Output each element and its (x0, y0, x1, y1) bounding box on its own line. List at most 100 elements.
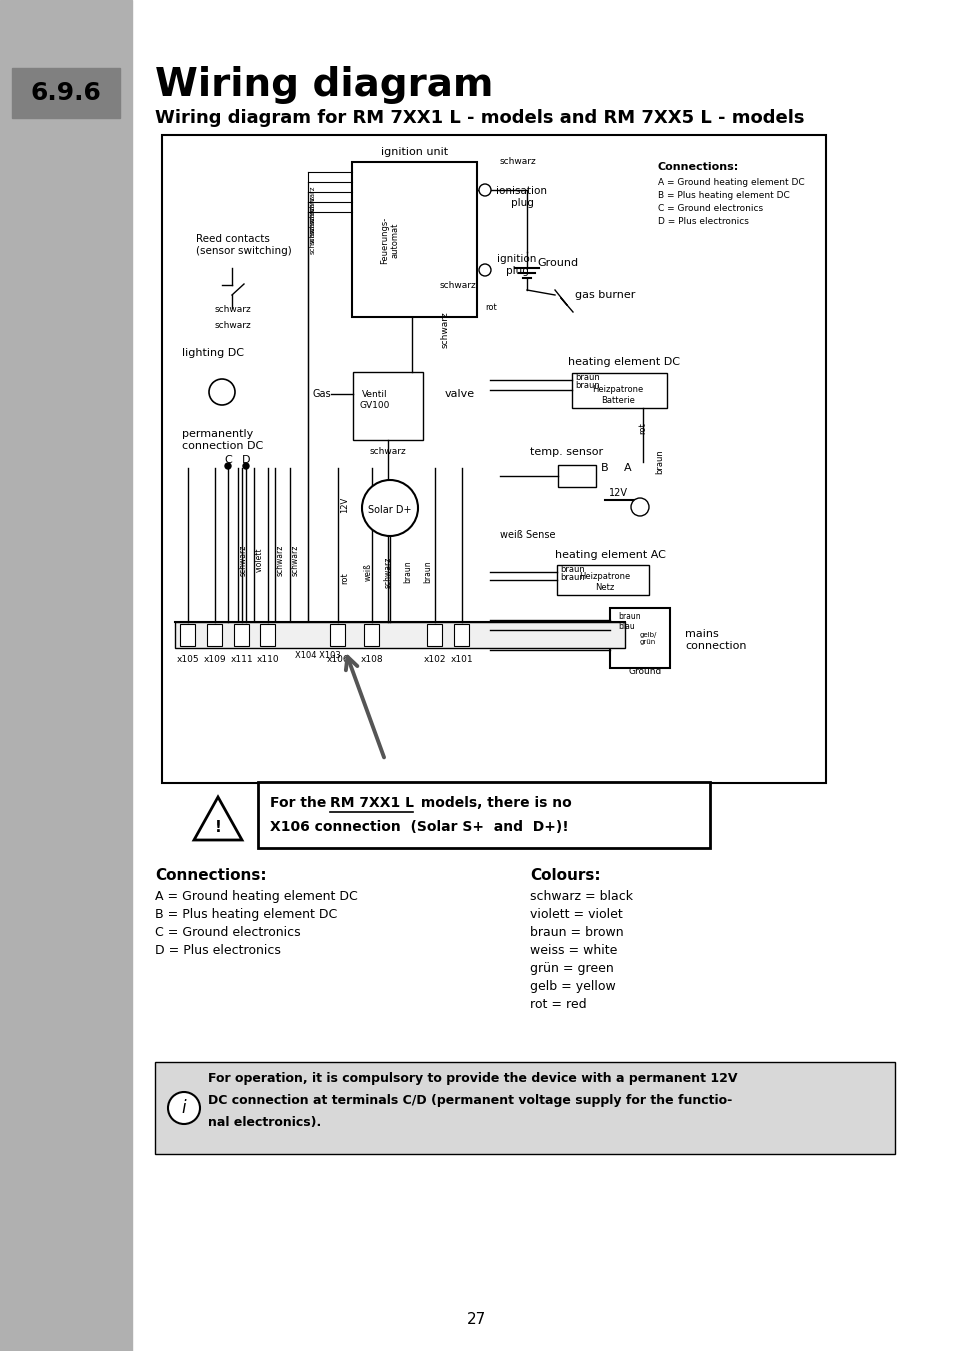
Bar (207, 624, 222, 646)
Text: schwarz: schwarz (275, 544, 285, 576)
Text: models, there is no: models, there is no (416, 796, 571, 811)
Text: C = Ground electronics: C = Ground electronics (154, 925, 300, 939)
Text: braun: braun (559, 565, 584, 574)
Text: violett: violett (254, 547, 264, 573)
Text: Reed contacts
(sensor switching): Reed contacts (sensor switching) (195, 234, 292, 255)
Circle shape (168, 1092, 200, 1124)
Circle shape (225, 463, 231, 469)
Bar (427, 624, 441, 646)
Text: schwarz: schwarz (499, 158, 537, 166)
Text: grün = green: grün = green (530, 962, 613, 975)
Text: x109: x109 (204, 655, 226, 665)
Text: D = Plus electronics: D = Plus electronics (658, 218, 748, 226)
Text: schwarz: schwarz (310, 216, 315, 245)
Circle shape (243, 463, 249, 469)
Text: braun: braun (559, 574, 584, 582)
Bar (352, 162, 476, 317)
Text: temp. sensor: temp. sensor (530, 447, 602, 457)
Bar (353, 372, 422, 440)
Text: Connections:: Connections: (154, 867, 266, 884)
Text: A = Ground heating element DC: A = Ground heating element DC (658, 178, 803, 186)
Text: 27: 27 (467, 1313, 486, 1328)
Text: x111: x111 (231, 655, 253, 665)
Bar (364, 624, 378, 646)
Text: B = Plus heating element DC: B = Plus heating element DC (658, 190, 789, 200)
Text: permanently
connection DC: permanently connection DC (182, 430, 263, 451)
Bar (162, 135, 825, 784)
Text: gas burner: gas burner (575, 290, 635, 300)
Bar (260, 624, 274, 646)
Circle shape (361, 480, 417, 536)
Text: 12V: 12V (608, 488, 627, 499)
Text: Ground: Ground (628, 667, 661, 677)
Polygon shape (193, 797, 242, 840)
Bar (174, 621, 624, 648)
Text: i: i (181, 1098, 186, 1117)
Text: x105: x105 (176, 655, 199, 665)
Bar (12, 68, 120, 118)
Bar (572, 373, 666, 408)
Text: For operation, it is compulsory to provide the device with a permanent 12V: For operation, it is compulsory to provi… (208, 1071, 737, 1085)
Text: X104 X103: X104 X103 (294, 650, 340, 659)
Text: x101: x101 (450, 655, 473, 665)
Text: Connections:: Connections: (658, 162, 739, 172)
Text: valve: valve (444, 389, 475, 399)
Text: braun: braun (655, 450, 664, 474)
Circle shape (630, 499, 648, 516)
Text: schwarz: schwarz (439, 281, 476, 289)
Bar (454, 624, 469, 646)
Text: Wiring diagram for RM 7XX1 L - models and RM 7XX5 L - models: Wiring diagram for RM 7XX1 L - models an… (154, 109, 803, 127)
Circle shape (209, 380, 234, 405)
Text: B = Plus heating element DC: B = Plus heating element DC (154, 908, 337, 921)
Text: gelb/
grün: gelb/ grün (639, 632, 656, 644)
Bar (557, 565, 648, 594)
Text: Ground: Ground (537, 258, 578, 267)
Text: rot: rot (340, 571, 349, 584)
Circle shape (478, 263, 491, 276)
Text: 12V: 12V (340, 497, 349, 513)
Text: schwarz: schwarz (310, 205, 315, 234)
Text: lighting DC: lighting DC (182, 349, 244, 358)
Text: braun: braun (618, 612, 640, 621)
Text: heating element DC: heating element DC (567, 357, 679, 367)
Text: x106: x106 (326, 655, 349, 665)
Text: D: D (241, 455, 250, 465)
Bar (154, 1062, 894, 1154)
Text: X106 connection  (Solar S+  and  D+)!: X106 connection (Solar S+ and D+)! (270, 820, 568, 834)
Text: Ventil
GV100: Ventil GV100 (359, 390, 390, 409)
Text: Colours:: Colours: (530, 867, 600, 884)
Text: Solar D+: Solar D+ (368, 505, 412, 515)
Text: A = Ground heating element DC: A = Ground heating element DC (154, 890, 357, 902)
Text: rot: rot (484, 303, 497, 312)
Text: nal electronics).: nal electronics). (208, 1116, 321, 1129)
FancyArrowPatch shape (346, 657, 384, 758)
Text: heating element AC: heating element AC (555, 550, 665, 561)
Text: schwarz: schwarz (440, 312, 449, 349)
Text: ignition unit: ignition unit (380, 147, 448, 157)
Text: C: C (224, 455, 232, 465)
Text: Feuerungs-
automat: Feuerungs- automat (380, 216, 399, 263)
Text: schwarz = black: schwarz = black (530, 890, 633, 902)
Text: schwarz: schwarz (383, 557, 392, 588)
Text: RM 7XX1 L: RM 7XX1 L (330, 796, 414, 811)
Text: Heizpatrone
Batterie: Heizpatrone Batterie (592, 385, 643, 405)
Text: schwarz: schwarz (310, 226, 315, 254)
Text: braun: braun (575, 381, 599, 390)
Bar (609, 608, 669, 667)
Text: schwarz: schwarz (214, 305, 252, 315)
Text: For the: For the (270, 796, 331, 811)
Text: weiß Sense: weiß Sense (499, 530, 555, 540)
Text: weiss = white: weiss = white (530, 944, 617, 957)
Text: A: A (623, 463, 631, 473)
Text: schwarz: schwarz (310, 185, 315, 215)
Text: braun: braun (403, 561, 412, 584)
Text: x108: x108 (360, 655, 383, 665)
Text: B: B (600, 463, 608, 473)
Bar (233, 624, 249, 646)
Text: DC connection at terminals C/D (permanent voltage supply for the functio-: DC connection at terminals C/D (permanen… (208, 1094, 732, 1106)
Bar (558, 465, 596, 486)
Circle shape (478, 184, 491, 196)
Text: schwarz: schwarz (291, 544, 299, 576)
Text: schwarz: schwarz (369, 447, 406, 457)
Text: x110: x110 (256, 655, 279, 665)
